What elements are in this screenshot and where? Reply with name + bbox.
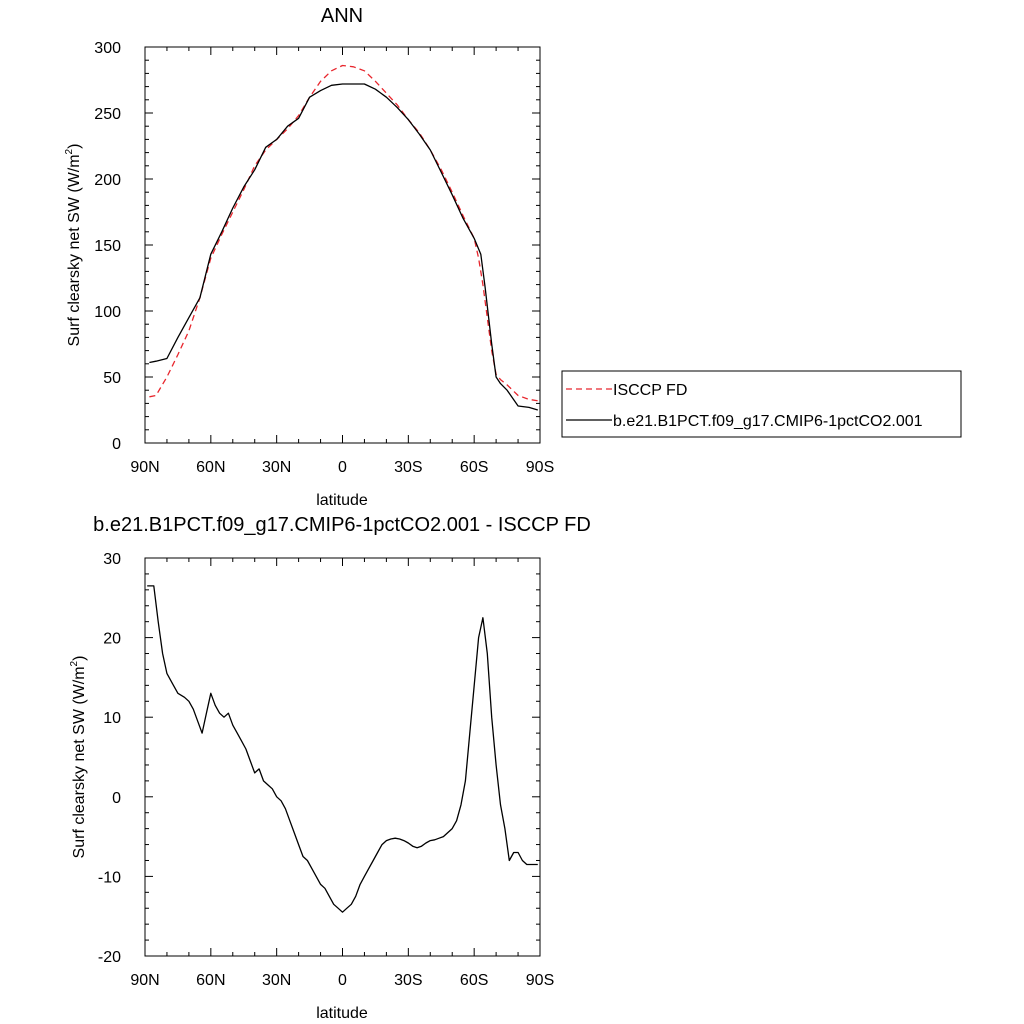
- x-tick-label: 0: [338, 459, 347, 476]
- chart-top-title: ANN: [321, 5, 363, 27]
- chart-top: ANN 90N 60N 30N 0 30S 60S 90S 0 50 100 150 200 250 30…: [64, 5, 962, 509]
- x-tick-label: 60S: [460, 972, 488, 989]
- x-tick-label: 90N: [130, 459, 159, 476]
- chart-bottom-xlabel: latitude: [316, 1005, 368, 1022]
- chart-bottom-plot-frame: [144, 557, 541, 957]
- legend-label-isccp-fd: ISCCP FD: [613, 382, 687, 399]
- x-tick-label: 30N: [262, 459, 291, 476]
- y-tick-label: 10: [103, 710, 121, 727]
- x-tick-label: 60S: [460, 459, 488, 476]
- x-tick-label: 30S: [394, 972, 422, 989]
- y-tick-label: 0: [112, 790, 121, 807]
- chart-bottom: b.e21.B1PCT.f09_g17.CMIP6-1pctCO2.001 - …: [69, 514, 591, 1022]
- x-tick-label: 60N: [196, 459, 225, 476]
- x-tick-label: 30S: [394, 459, 422, 476]
- chart-top-series-line-isccp-fd: [149, 64, 538, 402]
- chart-top-xlabel: latitude: [316, 492, 368, 509]
- x-tick-label: 30N: [262, 972, 291, 989]
- chart-top-legend: ISCCP FD b.e21.B1PCT.f09_g17.CMIP6-1pctC…: [561, 370, 962, 438]
- x-tick-label: 90N: [130, 972, 159, 989]
- chart-bottom-series-line-difference: [147, 585, 538, 913]
- y-tick-label: 300: [94, 40, 121, 57]
- x-tick-label: 60N: [196, 972, 225, 989]
- x-tick-label: 90S: [526, 459, 554, 476]
- chart-top-series-line-b-e21-b1pct-f09-g17-cmip6-1pctco2-001: [149, 83, 538, 411]
- chart-bottom-ylabel: Surf clearsky net SW (W/m2): [69, 656, 88, 859]
- y-tick-label: 200: [94, 172, 121, 189]
- y-tick-label: -20: [98, 949, 121, 966]
- y-tick-label: 150: [94, 238, 121, 255]
- legend-label-model: b.e21.B1PCT.f09_g17.CMIP6-1pctCO2.001: [613, 413, 923, 430]
- y-tick-label: 20: [103, 631, 121, 648]
- chart-top-series-group: [149, 64, 538, 411]
- chart-bottom-series-group: [147, 585, 538, 913]
- y-tick-label: 250: [94, 106, 121, 123]
- y-tick-label: 50: [103, 370, 121, 387]
- y-tick-label: 0: [112, 436, 121, 453]
- chart-top-ticks: 90N 60N 30N 0 30S 60S 90S 0 50 100 150 200 250 300: [94, 40, 554, 476]
- chart-top-ylabel: Surf clearsky net SW (W/m2): [64, 144, 83, 347]
- chart-bottom-ticks: 90N 60N 30N 0 30S 60S 90S -20 -10 0 10 20 30: [98, 551, 554, 989]
- y-tick-label: 100: [94, 304, 121, 321]
- y-tick-label: 30: [103, 551, 121, 568]
- y-tick-label: -10: [98, 869, 121, 886]
- x-tick-label: 0: [338, 972, 347, 989]
- legend-box: [561, 370, 962, 438]
- chart-bottom-title: b.e21.B1PCT.f09_g17.CMIP6-1pctCO2.001 - …: [93, 514, 591, 536]
- x-tick-label: 90S: [526, 972, 554, 989]
- chart-top-plot-frame: [144, 46, 541, 444]
